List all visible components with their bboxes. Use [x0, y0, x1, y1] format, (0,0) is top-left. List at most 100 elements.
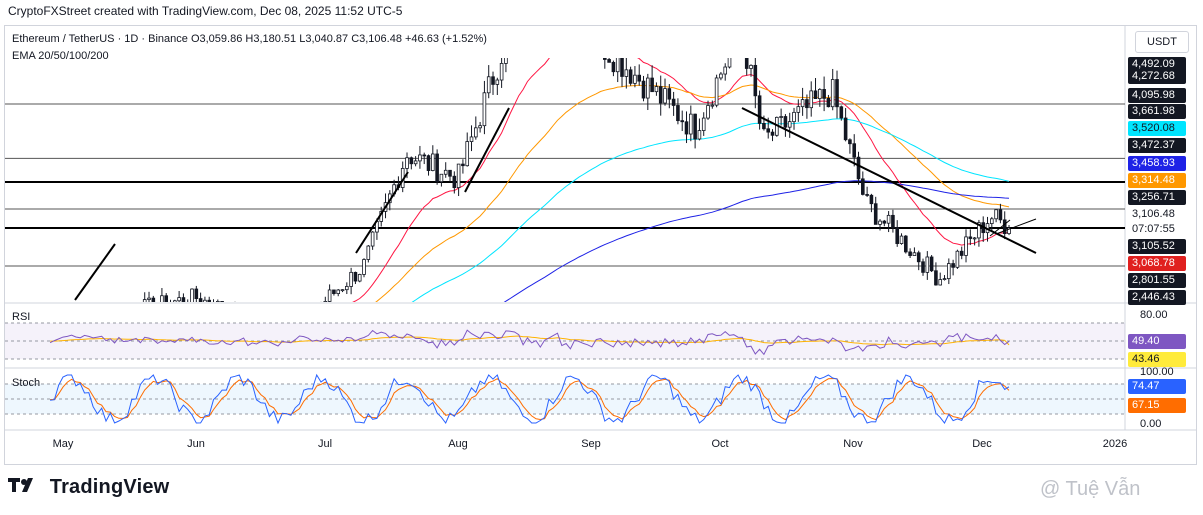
price-tag: 07:07:55 [1128, 222, 1186, 237]
candle-body [565, 12, 568, 21]
candle-body [70, 360, 73, 367]
candle-body [130, 310, 133, 311]
price-tag: 4,272.68 [1128, 69, 1186, 84]
price-tag: 4,492.09 [1128, 57, 1186, 72]
stoch-d-tag: 67.15 [1128, 398, 1186, 413]
price-tag: 3,458.93 [1128, 156, 1186, 171]
symbol-label[interactable]: Ethereum / TetherUS · 1D · Binance [12, 33, 188, 45]
candle-body [886, 214, 891, 224]
candle-body [486, 76, 491, 94]
currency-button[interactable]: USDT [1135, 31, 1189, 53]
candle-body [530, 7, 533, 29]
candle-body [904, 235, 908, 253]
candle-body [164, 295, 169, 302]
candle-body [118, 310, 121, 319]
candle-body [994, 209, 998, 220]
candle-body [641, 80, 646, 99]
candle-body [340, 289, 345, 292]
ema-legend[interactable]: EMA 20/50/100/200 [12, 50, 109, 62]
time-label-jul: Jul [317, 438, 333, 450]
candle-body [792, 111, 796, 123]
candle-body [744, 58, 749, 69]
stoch-label[interactable]: Stoch [12, 377, 41, 389]
candle-body [569, 12, 572, 32]
price-tag: 3,661.98 [1128, 104, 1186, 119]
price-tag: 3,256.71 [1128, 190, 1186, 205]
watermark-text: @ Tuệ Vẫn [1040, 478, 1141, 500]
candle-body [409, 157, 414, 165]
candle-body [100, 313, 103, 317]
candle-body [671, 98, 676, 106]
candle-body [426, 155, 431, 171]
candles [70, 7, 1011, 367]
ema-line [375, 84, 1010, 302]
candle-body [482, 92, 487, 127]
candle-body [714, 77, 719, 106]
ema-line [352, 58, 1010, 302]
candle-body [443, 169, 448, 175]
candle-body [869, 194, 874, 205]
rsi-label[interactable]: RSI [12, 311, 31, 323]
candle-body [474, 127, 478, 138]
stoch-axis-100: 100.00 [1140, 366, 1174, 378]
candle-body [972, 237, 977, 240]
candle-body [478, 125, 482, 129]
candle-body [680, 120, 685, 123]
rsi-axis-80: 80.00 [1140, 309, 1168, 321]
price-tag: 3,472.37 [1128, 138, 1186, 153]
price-tag: 2,446.43 [1128, 290, 1186, 305]
chart-frame [4, 25, 1197, 465]
candle-body [646, 77, 650, 99]
candle-body [578, 24, 581, 28]
stoch-k-tag: 74.47 [1128, 379, 1186, 394]
time-label-nov: Nov [843, 438, 863, 450]
candle-body [194, 288, 199, 300]
candle-body [332, 289, 336, 294]
tradingview-logo[interactable]: TradingView [8, 476, 169, 499]
candle-body [370, 231, 375, 247]
candle-body [456, 163, 461, 188]
candle-body [938, 279, 943, 286]
candle-body [908, 251, 912, 256]
candle-body [882, 220, 887, 224]
candle-body [207, 299, 212, 302]
candle-body [234, 306, 237, 320]
candle-body [615, 58, 620, 73]
tradingview-logo-icon [8, 476, 38, 499]
candle-body [435, 153, 439, 183]
candle-body [151, 297, 156, 302]
candle-body [650, 77, 654, 93]
rsi-value-tag: 49.40 [1128, 334, 1186, 349]
candle-body [959, 250, 964, 256]
candle-body [809, 90, 814, 109]
candle-body [732, 31, 735, 53]
candle-body [929, 256, 934, 272]
candle-body [710, 104, 715, 107]
candle-body [741, 35, 744, 36]
candle-body [431, 153, 435, 171]
candle-body [822, 89, 826, 99]
price-tag: 3,068.78 [1128, 256, 1186, 271]
candle-body [216, 301, 220, 302]
watermark: @ Tuệ Vẫn [1040, 478, 1140, 501]
candle-body [320, 304, 323, 309]
price-tag: 3,105.52 [1128, 239, 1186, 254]
candle-body [591, 36, 594, 44]
candle-body [861, 178, 865, 195]
candle-body [509, 21, 512, 32]
ema-line [503, 180, 1010, 302]
candle-body [535, 29, 538, 32]
candle-body [173, 300, 177, 302]
candle-body [912, 252, 917, 256]
candle-body [990, 218, 994, 224]
candle-body [439, 173, 444, 183]
candle-body [843, 117, 848, 141]
candle-body [139, 315, 142, 316]
candle-body [513, 20, 516, 21]
candle-body [156, 306, 159, 313]
candle-body [220, 301, 224, 302]
candle-body [676, 105, 680, 122]
candle-body [595, 45, 598, 47]
price-tag: 3,106.48 [1128, 207, 1186, 222]
